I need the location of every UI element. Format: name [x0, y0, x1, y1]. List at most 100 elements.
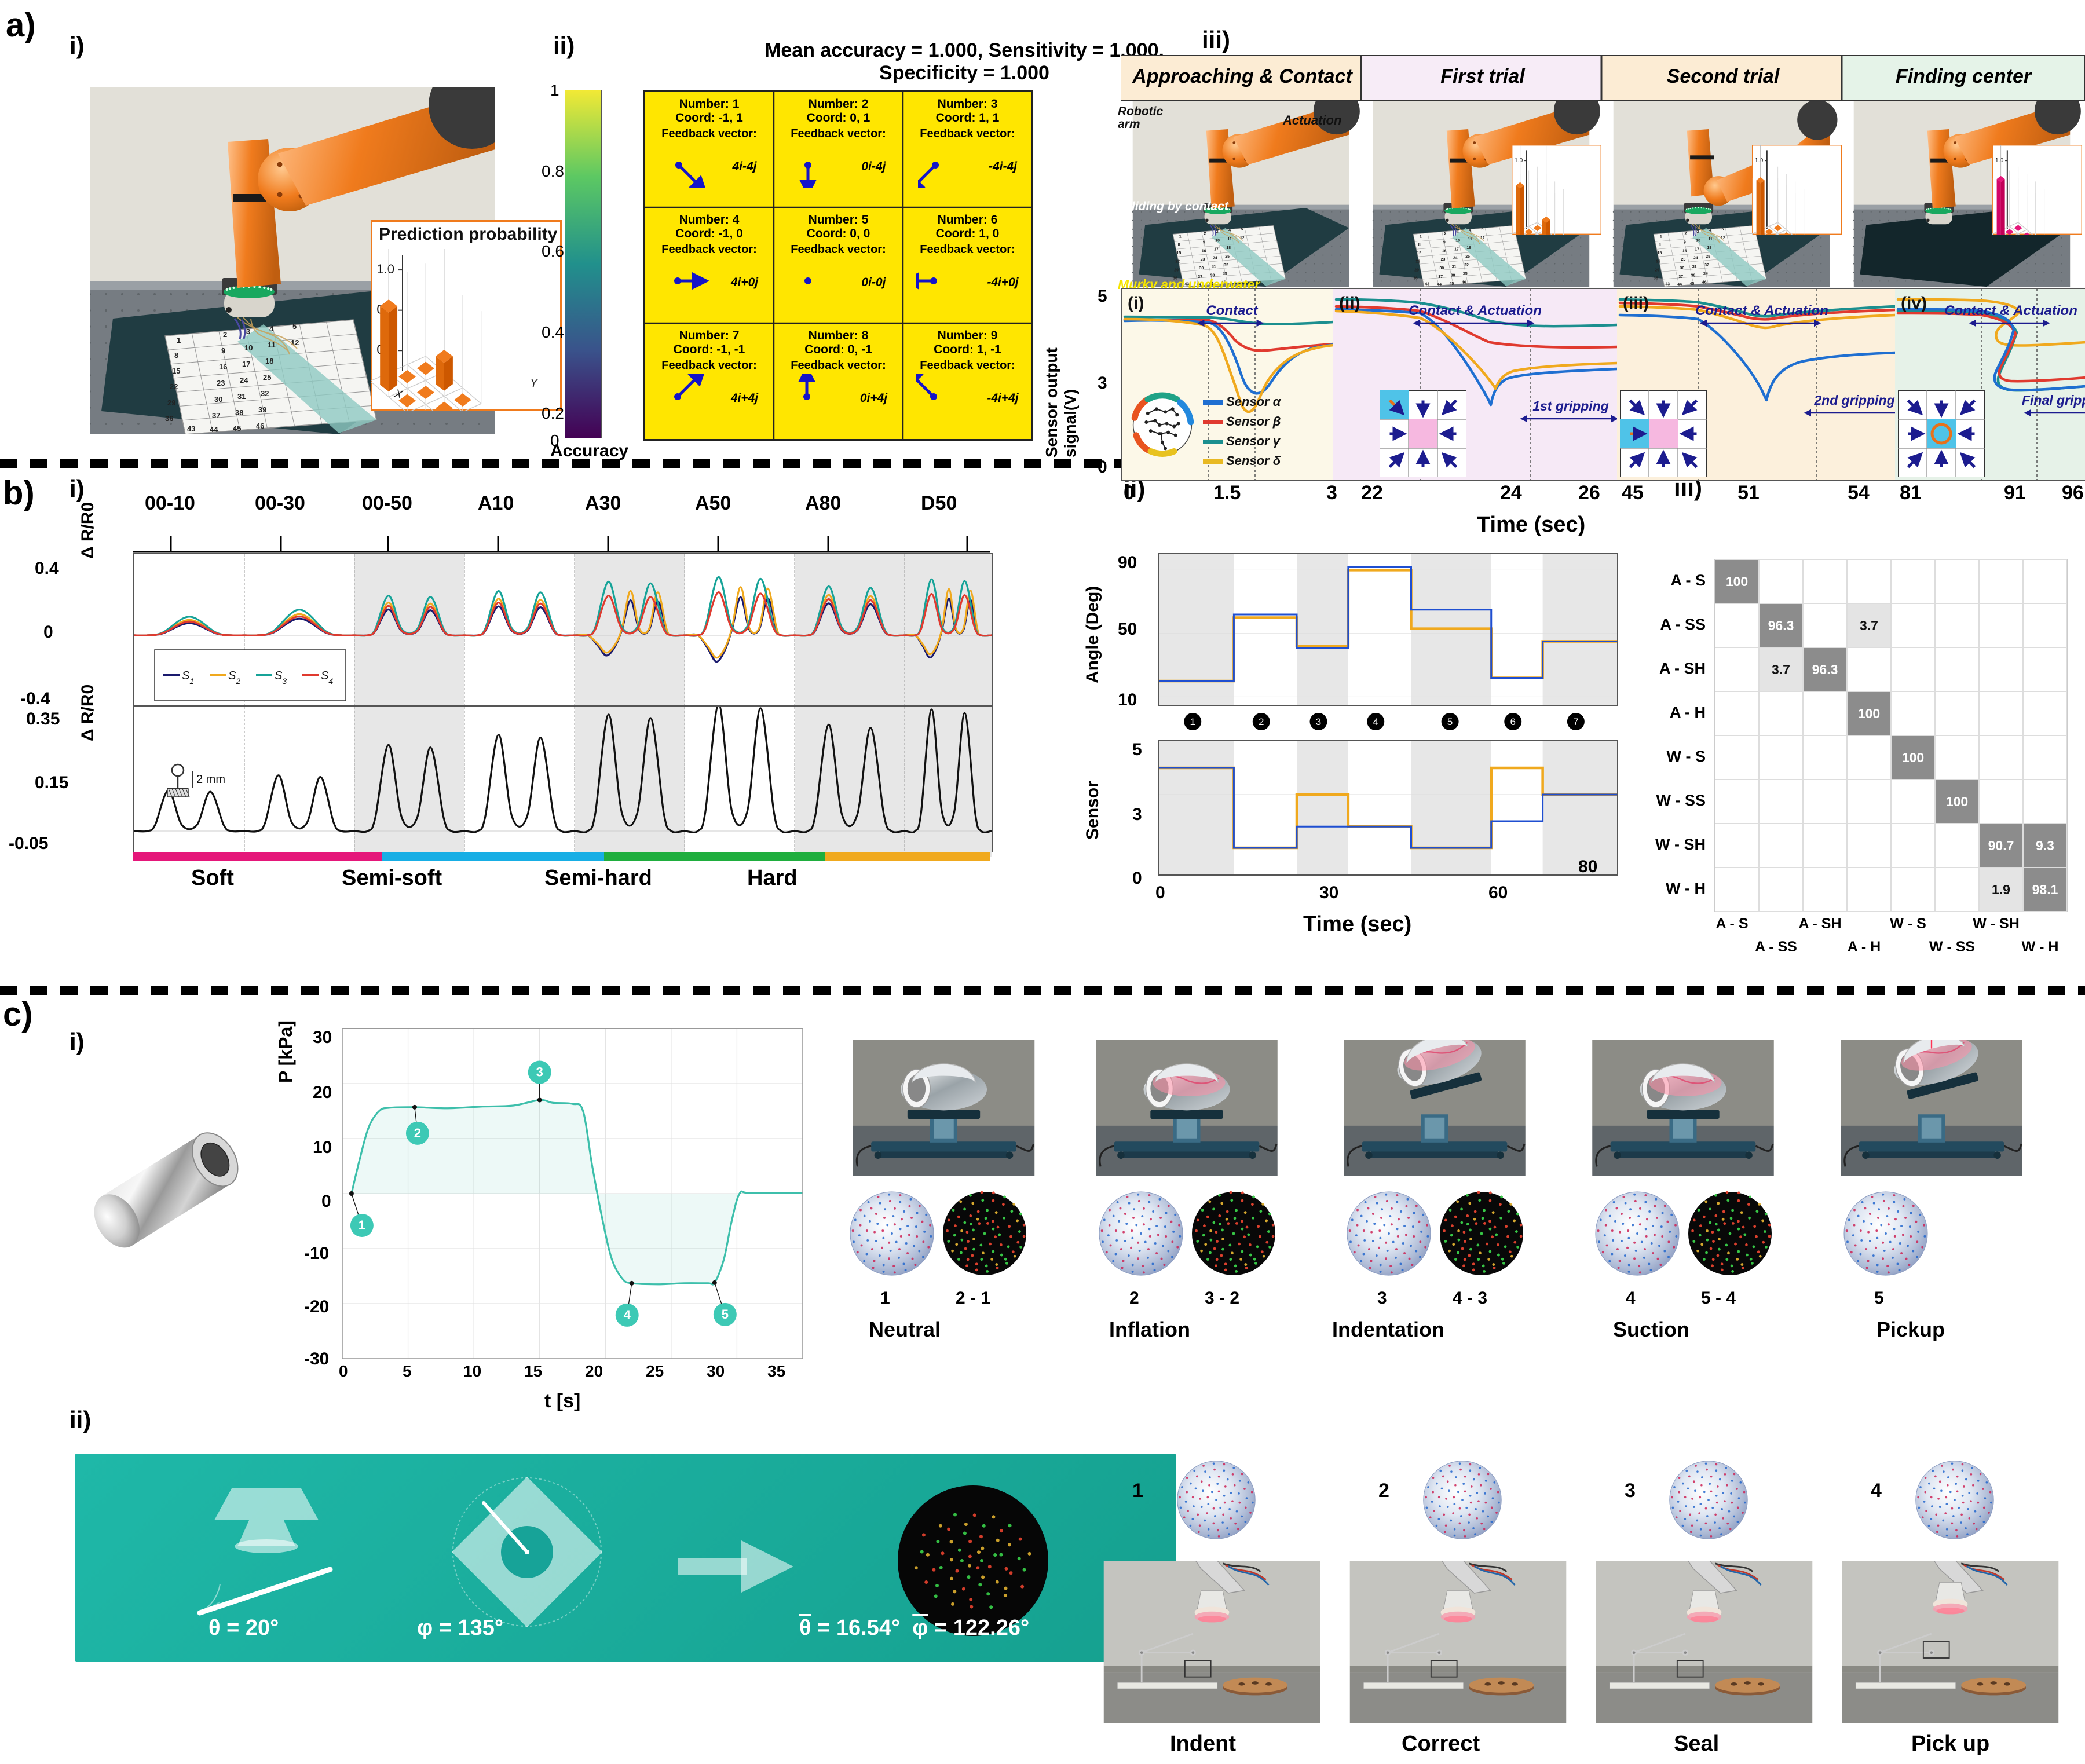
svg-text:30: 30: [1199, 266, 1204, 270]
svg-text:24: 24: [1693, 257, 1698, 261]
svg-text:24: 24: [1453, 257, 1458, 261]
svg-text:22: 22: [170, 382, 178, 391]
svg-text:Contact & Actuation: Contact & Actuation: [1944, 303, 2077, 319]
svg-text:3: 3: [246, 327, 250, 336]
svg-text:30: 30: [1440, 266, 1444, 270]
svg-text:Prediction probability: Prediction probability: [379, 225, 558, 244]
svg-text:2: 2: [1685, 232, 1687, 236]
svg-text:31: 31: [1212, 265, 1216, 269]
svg-text:7: 7: [1573, 716, 1578, 727]
svg-text:22: 22: [1415, 259, 1420, 263]
svg-text:(i): (i): [1128, 294, 1144, 313]
svg-text:(iv): (iv): [1901, 294, 1927, 313]
svg-text:Final gripping: Final gripping: [2022, 393, 2085, 408]
svg-text:1: 1: [1179, 235, 1182, 239]
svg-text:10: 10: [1215, 239, 1220, 243]
svg-text:1: 1: [359, 1218, 365, 1232]
svg-text:38: 38: [1691, 273, 1696, 277]
svg-text:36: 36: [1413, 277, 1418, 281]
svg-text:38: 38: [235, 408, 243, 417]
svg-text:2: 2: [1204, 232, 1206, 236]
svg-text:2: 2: [1444, 232, 1447, 236]
svg-text:1: 1: [1660, 235, 1662, 239]
svg-text:3: 3: [536, 1065, 543, 1079]
svg-text:3: 3: [1216, 230, 1219, 235]
svg-text:44: 44: [1677, 283, 1682, 287]
svg-text:37: 37: [212, 411, 220, 420]
svg-text:44: 44: [1437, 283, 1442, 287]
svg-text:31: 31: [1452, 265, 1457, 269]
svg-text:25: 25: [1225, 255, 1230, 259]
svg-text:39: 39: [1223, 272, 1227, 276]
svg-text:45: 45: [1450, 282, 1454, 286]
svg-text:3: 3: [1316, 716, 1321, 727]
svg-text:11: 11: [1468, 237, 1472, 241]
svg-text:Contact: Contact: [1206, 303, 1258, 319]
svg-text:1: 1: [1420, 235, 1422, 239]
svg-text:29: 29: [1414, 268, 1419, 272]
svg-text:32: 32: [261, 389, 269, 398]
svg-text:44: 44: [210, 425, 218, 434]
svg-text:25: 25: [1706, 255, 1710, 259]
svg-text:8: 8: [1418, 243, 1421, 247]
svg-text:39: 39: [1703, 272, 1708, 276]
svg-text:31: 31: [1692, 265, 1697, 269]
svg-text:37: 37: [1678, 275, 1683, 279]
svg-text:9: 9: [1203, 240, 1205, 244]
svg-text:1.0: 1.0: [1515, 158, 1523, 164]
svg-text:25: 25: [1465, 255, 1470, 259]
svg-text:(ii): (ii): [1339, 294, 1360, 313]
svg-text:39: 39: [258, 405, 266, 414]
svg-text:45: 45: [233, 424, 241, 433]
svg-text:(iii): (iii): [1623, 294, 1649, 313]
svg-text:22: 22: [1656, 259, 1660, 263]
svg-text:43: 43: [1425, 282, 1429, 286]
svg-text:24: 24: [240, 376, 248, 385]
svg-text:46: 46: [256, 422, 264, 430]
svg-text:37: 37: [1438, 275, 1443, 279]
svg-text:39: 39: [1463, 272, 1468, 276]
svg-text:17: 17: [1214, 248, 1219, 252]
svg-text:23: 23: [1441, 258, 1446, 262]
svg-text:43: 43: [1665, 282, 1670, 286]
svg-text:5: 5: [1722, 228, 1724, 232]
svg-text:6: 6: [1510, 716, 1516, 727]
svg-text:16: 16: [1442, 249, 1447, 253]
svg-text:12: 12: [291, 338, 299, 347]
svg-text:1st gripping: 1st gripping: [1532, 398, 1609, 413]
svg-text:8: 8: [1659, 243, 1661, 247]
svg-text:36: 36: [165, 414, 173, 423]
svg-text:18: 18: [1466, 246, 1471, 250]
svg-text:18: 18: [1226, 246, 1231, 250]
svg-text:2: 2: [414, 1126, 421, 1140]
svg-text:2: 2: [1259, 716, 1264, 727]
svg-text:10: 10: [244, 343, 253, 352]
svg-text:10: 10: [1696, 239, 1700, 243]
svg-text:30: 30: [1680, 266, 1685, 270]
svg-text:23: 23: [1201, 258, 1205, 262]
svg-text:Y: Y: [530, 377, 539, 390]
svg-text:9: 9: [1684, 240, 1686, 244]
svg-text:1.0: 1.0: [376, 262, 394, 276]
svg-text:2 mm: 2 mm: [196, 773, 225, 786]
svg-text:2nd gripping: 2nd gripping: [1813, 393, 1894, 408]
svg-text:36: 36: [1654, 277, 1658, 281]
svg-text:24: 24: [1213, 257, 1217, 261]
svg-text:15: 15: [172, 367, 180, 375]
svg-text:45: 45: [1690, 282, 1695, 286]
svg-text:4: 4: [1373, 716, 1378, 727]
svg-text:8: 8: [1178, 243, 1180, 247]
svg-text:17: 17: [1454, 248, 1459, 252]
svg-text:3: 3: [1457, 230, 1459, 235]
svg-text:15: 15: [1658, 251, 1662, 255]
svg-text:16: 16: [219, 363, 227, 371]
svg-text:38: 38: [1451, 273, 1455, 277]
svg-text:15: 15: [1417, 251, 1422, 255]
svg-text:46: 46: [1462, 281, 1466, 285]
svg-text:11: 11: [1709, 237, 1713, 241]
svg-text:29: 29: [1655, 268, 1659, 272]
svg-text:2: 2: [223, 330, 227, 339]
svg-text:5: 5: [1241, 228, 1243, 232]
svg-text:1.0: 1.0: [1755, 158, 1764, 164]
svg-text:32: 32: [1704, 263, 1709, 268]
